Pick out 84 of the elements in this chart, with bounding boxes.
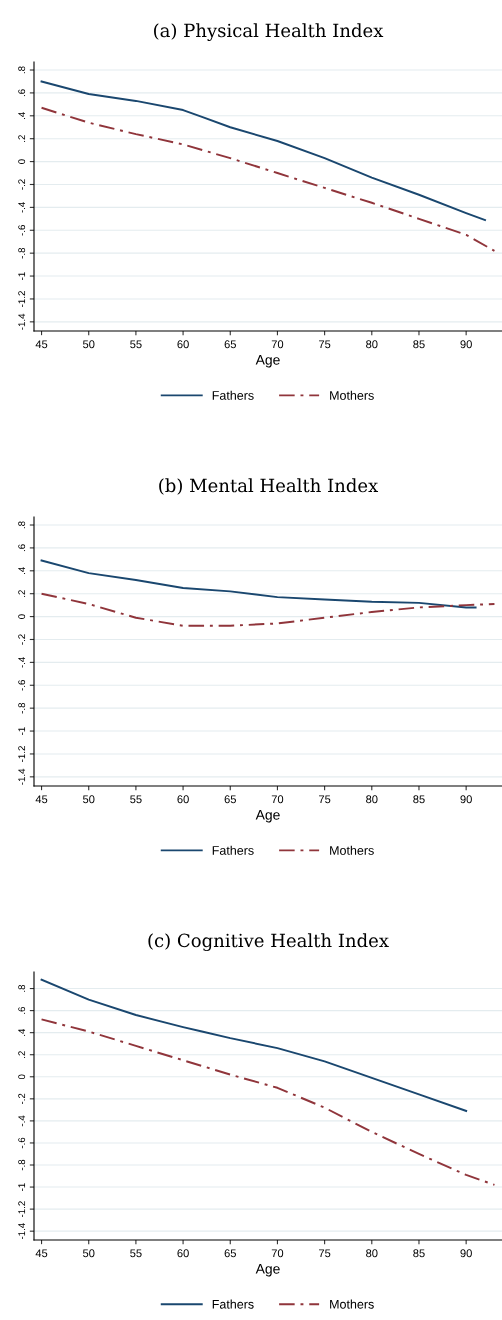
x-tick-label: 50 [82,340,95,349]
x-tick-label: 80 [366,340,378,349]
y-tick-label: 0 [18,614,26,619]
x-tick-label: 70 [271,1249,284,1258]
x-tick-label: 60 [177,795,189,804]
y-tick-label: -.4 [18,1115,26,1127]
y-tick-label: -1 [18,272,26,280]
line-series [40,106,496,252]
legend-label: Fathers [212,390,254,400]
legend-label: Mothers [330,845,374,855]
chart-title: (b) Mental Health Index [159,478,379,495]
line-series [40,592,496,627]
y-tick-label: -1.4 [18,768,26,785]
y-tick-label: .4 [18,112,26,119]
x-axis-title: Age [255,810,280,823]
y-tick-label: -1.2 [18,1201,26,1218]
x-tick-label: 60 [177,1249,189,1258]
x-tick-label: 70 [271,340,284,349]
y-tick-label: -1.4 [18,1223,26,1240]
x-tick-label: 45 [35,1249,48,1258]
y-tick-label: -.2 [18,1093,26,1105]
y-tick-label: .6 [18,89,26,97]
y-tick-label: .4 [18,567,26,574]
line-series [40,1018,496,1186]
y-tick-label: .2 [18,135,26,142]
x-tick-label: 75 [319,340,331,349]
y-tick-label: .2 [18,1051,26,1058]
y-tick-label: -.6 [18,1137,26,1149]
y-tick-label: -.8 [18,702,26,714]
x-tick-label: 45 [35,340,48,349]
x-axis-title: Age [255,355,280,368]
line-series [40,978,468,1112]
x-tick-label: 80 [366,1249,378,1258]
y-tick-label: .6 [18,1006,26,1014]
chart-title: (a) Physical Health Index [154,23,384,42]
x-tick-label: 65 [224,795,236,804]
y-tick-label: -.4 [18,656,26,668]
x-tick-label: 45 [35,795,48,804]
x-tick-label: 70 [271,795,284,804]
y-tick-label: -1.2 [18,746,26,762]
x-tick-label: 75 [319,1249,331,1258]
y-tick-label: -.6 [18,225,26,236]
x-tick-label: 90 [460,1249,472,1258]
chart-title: (c) Cognitive Health Index [148,933,389,952]
y-tick-label: 0 [18,1074,26,1080]
x-tick-label: 50 [82,1249,95,1258]
x-tick-label: 55 [130,1249,142,1258]
y-tick-label: -1 [18,727,26,735]
legend-label: Mothers [330,1299,374,1309]
x-tick-label: 85 [413,340,425,349]
y-tick-label: .4 [18,1028,26,1036]
legend-label: Fathers [212,845,254,855]
y-tick-label: -.2 [18,179,26,190]
x-tick-label: 55 [130,340,142,349]
y-tick-label: .6 [18,544,26,552]
x-tick-label: 90 [460,340,472,349]
x-tick-label: 80 [366,795,378,804]
y-tick-label: -.8 [18,247,26,259]
y-tick-label: -1.4 [18,313,26,330]
y-tick-label: .2 [18,590,26,597]
y-tick-label: -.6 [18,680,26,691]
x-tick-label: 85 [413,795,425,804]
y-tick-label: -.8 [18,1159,26,1171]
y-tick-label: .8 [18,66,26,74]
y-tick-label: 0 [18,159,26,164]
y-tick-label: .8 [18,521,26,529]
y-tick-label: -.2 [18,634,26,645]
legend-label: Mothers [330,390,374,400]
y-tick-label: -1 [18,1183,26,1191]
legend-label: Fathers [212,1299,254,1309]
x-tick-label: 75 [319,795,331,804]
line-series [40,80,486,221]
x-tick-label: 90 [460,795,472,804]
x-axis-title: Age [255,1264,280,1277]
y-tick-label: -.4 [18,201,26,213]
x-tick-label: 55 [130,795,142,804]
x-tick-label: 60 [177,340,189,349]
line-series [40,559,477,609]
x-tick-label: 50 [82,795,95,804]
x-tick-label: 85 [413,1249,425,1258]
x-tick-label: 65 [224,340,236,349]
x-tick-label: 65 [224,1249,236,1258]
y-tick-label: -1.2 [18,291,26,307]
y-tick-label: .8 [18,984,26,992]
